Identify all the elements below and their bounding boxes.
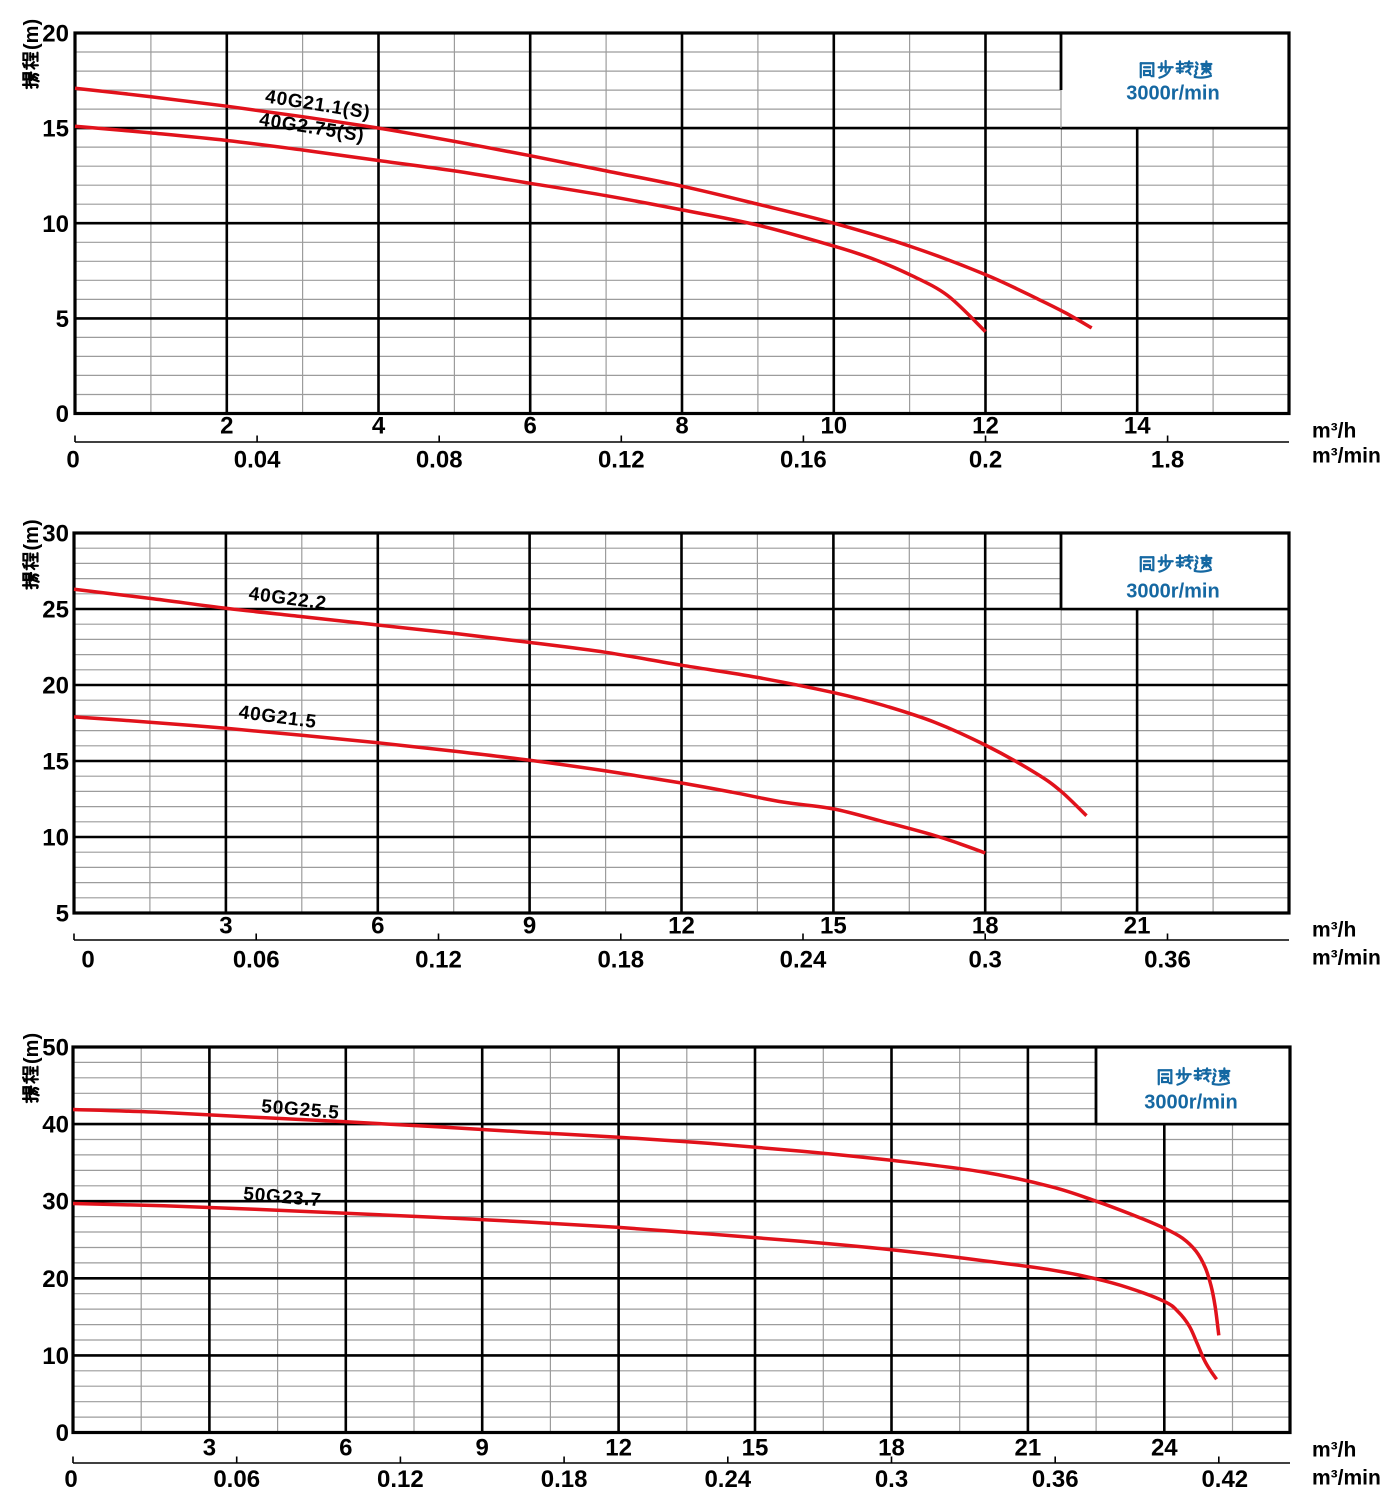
svg-text:3000r/min: 3000r/min — [1126, 580, 1219, 602]
svg-text:0.18: 0.18 — [541, 1466, 588, 1493]
svg-text:0.3: 0.3 — [969, 947, 1002, 974]
svg-text:(m): (m) — [21, 19, 43, 50]
svg-text:0.42: 0.42 — [1201, 1466, 1248, 1493]
svg-text:2: 2 — [220, 413, 233, 440]
svg-text:8: 8 — [675, 413, 688, 440]
svg-text:30: 30 — [42, 521, 69, 548]
svg-text:0.12: 0.12 — [598, 447, 645, 474]
svg-text:0: 0 — [56, 1420, 69, 1447]
svg-text:21: 21 — [1015, 1435, 1042, 1462]
svg-text:5: 5 — [56, 901, 69, 928]
svg-text:m³/h: m³/h — [1312, 420, 1356, 443]
svg-text:0.08: 0.08 — [416, 447, 463, 474]
svg-text:25: 25 — [42, 597, 69, 624]
svg-text:0.24: 0.24 — [780, 947, 827, 974]
svg-text:m³/h: m³/h — [1312, 919, 1356, 942]
svg-text:0: 0 — [64, 1466, 77, 1493]
svg-text:3: 3 — [219, 913, 232, 940]
svg-text:10: 10 — [820, 413, 847, 440]
svg-text:1.8: 1.8 — [1151, 447, 1184, 474]
svg-text:10: 10 — [42, 211, 69, 238]
svg-text:m³/min: m³/min — [1312, 947, 1381, 970]
svg-text:(m): (m) — [21, 519, 43, 550]
svg-text:0: 0 — [56, 401, 69, 428]
svg-text:4: 4 — [372, 413, 386, 440]
svg-text:20: 20 — [42, 21, 69, 48]
svg-text:m³/min: m³/min — [1312, 1467, 1381, 1490]
svg-text:12: 12 — [605, 1435, 632, 1462]
svg-text:50: 50 — [42, 1035, 69, 1062]
svg-text:20: 20 — [42, 1266, 69, 1293]
svg-text:m³/min: m³/min — [1312, 445, 1381, 468]
svg-text:15: 15 — [742, 1435, 769, 1462]
svg-text:14: 14 — [1124, 413, 1151, 440]
svg-text:24: 24 — [1151, 1435, 1178, 1462]
svg-text:0.36: 0.36 — [1144, 947, 1191, 974]
svg-text:9: 9 — [523, 913, 536, 940]
svg-text:21: 21 — [1124, 913, 1151, 940]
svg-text:10: 10 — [42, 1343, 69, 1370]
svg-text:3000r/min: 3000r/min — [1126, 82, 1219, 104]
svg-text:0.2: 0.2 — [969, 447, 1002, 474]
svg-text:0.3: 0.3 — [875, 1466, 908, 1493]
svg-text:10: 10 — [42, 825, 69, 852]
svg-text:0.18: 0.18 — [597, 947, 644, 974]
svg-text:12: 12 — [668, 913, 695, 940]
svg-text:6: 6 — [524, 413, 537, 440]
svg-text:0.16: 0.16 — [780, 447, 827, 474]
svg-text:0.12: 0.12 — [377, 1466, 424, 1493]
svg-text:0: 0 — [81, 947, 94, 974]
svg-text:3000r/min: 3000r/min — [1144, 1091, 1237, 1113]
svg-text:5: 5 — [56, 306, 69, 333]
svg-text:30: 30 — [42, 1189, 69, 1216]
svg-text:0.06: 0.06 — [233, 947, 280, 974]
svg-text:15: 15 — [820, 913, 847, 940]
svg-text:20: 20 — [42, 673, 69, 700]
svg-text:3: 3 — [203, 1435, 216, 1462]
svg-text:0.06: 0.06 — [213, 1466, 260, 1493]
svg-text:15: 15 — [42, 749, 69, 776]
svg-text:0.24: 0.24 — [704, 1466, 751, 1493]
svg-text:6: 6 — [371, 913, 384, 940]
svg-text:m³/h: m³/h — [1312, 1439, 1356, 1462]
svg-text:0.04: 0.04 — [234, 447, 281, 474]
svg-text:9: 9 — [476, 1435, 489, 1462]
svg-text:(m): (m) — [21, 1033, 43, 1064]
svg-text:0.12: 0.12 — [415, 947, 462, 974]
svg-text:40: 40 — [42, 1112, 69, 1139]
svg-text:0: 0 — [66, 447, 79, 474]
svg-text:0.36: 0.36 — [1032, 1466, 1079, 1493]
svg-text:6: 6 — [339, 1435, 352, 1462]
svg-text:15: 15 — [42, 116, 69, 143]
svg-text:12: 12 — [972, 413, 999, 440]
